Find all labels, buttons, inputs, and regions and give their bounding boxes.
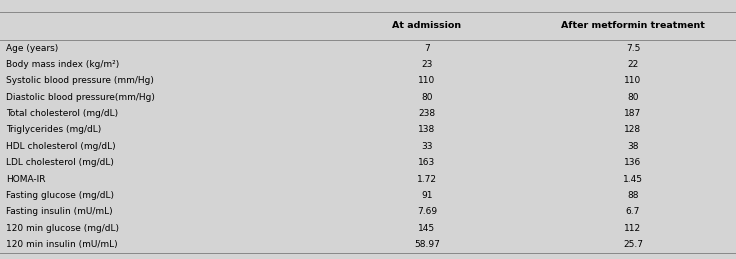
Text: 7: 7: [424, 44, 430, 53]
Text: 22: 22: [627, 60, 639, 69]
Text: Fasting insulin (mU/mL): Fasting insulin (mU/mL): [6, 207, 113, 216]
Text: 238: 238: [418, 109, 436, 118]
Text: Body mass index (kg/m²): Body mass index (kg/m²): [6, 60, 119, 69]
Text: 110: 110: [418, 76, 436, 85]
Text: 38: 38: [627, 142, 639, 151]
Text: 128: 128: [624, 126, 642, 134]
Text: HDL cholesterol (mg/dL): HDL cholesterol (mg/dL): [6, 142, 116, 151]
Text: 187: 187: [624, 109, 642, 118]
Text: After metformin treatment: After metformin treatment: [561, 21, 705, 30]
Text: 138: 138: [418, 126, 436, 134]
Text: 6.7: 6.7: [626, 207, 640, 216]
Text: HOMA-IR: HOMA-IR: [6, 175, 46, 184]
Text: 88: 88: [627, 191, 639, 200]
Text: 145: 145: [418, 224, 436, 233]
Text: 25.7: 25.7: [623, 240, 643, 249]
Text: Systolic blood pressure (mm/Hg): Systolic blood pressure (mm/Hg): [6, 76, 154, 85]
Text: 80: 80: [421, 93, 433, 102]
Text: Age (years): Age (years): [6, 44, 58, 53]
Text: Fasting glucose (mg/dL): Fasting glucose (mg/dL): [6, 191, 114, 200]
Text: 80: 80: [627, 93, 639, 102]
Text: Total cholesterol (mg/dL): Total cholesterol (mg/dL): [6, 109, 118, 118]
Text: 58.97: 58.97: [414, 240, 440, 249]
Text: At admission: At admission: [392, 21, 461, 30]
Text: 91: 91: [421, 191, 433, 200]
Text: 33: 33: [421, 142, 433, 151]
Text: 112: 112: [624, 224, 642, 233]
Text: Triglycerides (mg/dL): Triglycerides (mg/dL): [6, 126, 101, 134]
Text: 163: 163: [418, 158, 436, 167]
Text: 23: 23: [421, 60, 433, 69]
Text: 1.72: 1.72: [417, 175, 437, 184]
Text: 1.45: 1.45: [623, 175, 643, 184]
Text: 120 min glucose (mg/dL): 120 min glucose (mg/dL): [6, 224, 119, 233]
Text: 110: 110: [624, 76, 642, 85]
Text: 136: 136: [624, 158, 642, 167]
Text: 7.5: 7.5: [626, 44, 640, 53]
Text: 120 min insulin (mU/mL): 120 min insulin (mU/mL): [6, 240, 118, 249]
Text: Diastolic blood pressure(mm/Hg): Diastolic blood pressure(mm/Hg): [6, 93, 155, 102]
Text: 7.69: 7.69: [417, 207, 437, 216]
Text: LDL cholesterol (mg/dL): LDL cholesterol (mg/dL): [6, 158, 114, 167]
